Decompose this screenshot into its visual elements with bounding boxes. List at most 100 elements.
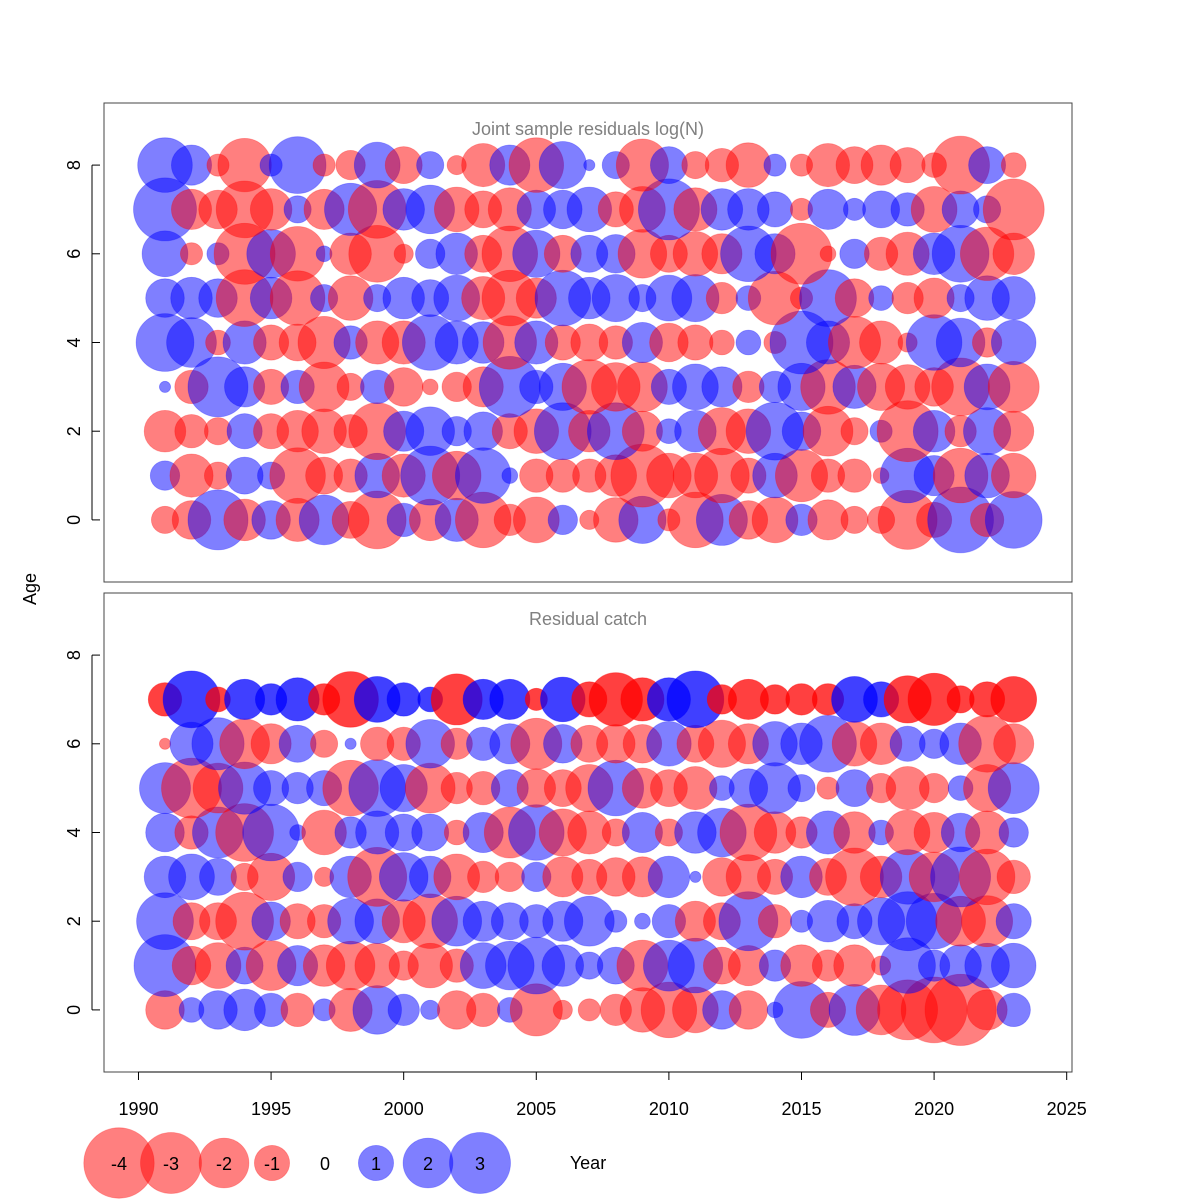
- bubble-age7-year2000: [386, 682, 421, 717]
- legend-bubble: [449, 1132, 511, 1194]
- bubble-age8-year1992: [170, 144, 212, 186]
- y-axis: 0 2 4 6 8: [64, 160, 100, 525]
- bubble-age8-year2014: [763, 153, 787, 177]
- bubble-age1-year2023: [991, 942, 1037, 989]
- legend-label: -3: [163, 1154, 179, 1174]
- bubble-age3-year2010: [647, 855, 691, 899]
- bubbles: [133, 135, 1045, 554]
- legend-bubble: [198, 1137, 250, 1189]
- legend-label: 0: [320, 1154, 330, 1174]
- bubble-age4-year2001: [411, 813, 450, 852]
- bubble-age4-year2011: [677, 324, 714, 361]
- y-tick-label: 4: [64, 827, 84, 837]
- panel-frame: [103, 102, 1073, 583]
- y-tick-label: 2: [64, 426, 84, 436]
- y-tick-label: 8: [64, 160, 84, 170]
- bubble-age3-year2001: [421, 378, 439, 396]
- bubble-age3-year2003: [467, 860, 500, 894]
- bubble-age4-year2018: [859, 320, 904, 365]
- bubble-age8-year2007: [583, 159, 596, 172]
- x-axis-label: Year: [570, 1153, 606, 1173]
- y-tick-label: 6: [64, 739, 84, 749]
- bubble-age8-year1997: [312, 153, 336, 177]
- x-tick-label: 1995: [251, 1099, 291, 1119]
- bubble-age4-year2023: [991, 319, 1037, 366]
- bubble-age3-year1991: [158, 380, 171, 393]
- bubble-age4-year2023: [998, 817, 1029, 848]
- bubble-age7-year2014: [759, 684, 791, 715]
- bubble-age8-year2001: [416, 151, 445, 180]
- bubble-age1-year2017: [833, 944, 876, 987]
- bubble-age2-year2009: [634, 912, 651, 930]
- panel-2: Residual catch 0 2 4 6 8: [64, 592, 1073, 1073]
- bubble-age0-year2017: [840, 505, 869, 534]
- bubble-age7-year2004: [489, 678, 531, 720]
- legend-label: 3: [475, 1154, 485, 1174]
- legend-bubble: [357, 1145, 394, 1182]
- bubble-age4-year2013: [735, 329, 762, 356]
- bubble-age0-year2000: [387, 993, 420, 1027]
- bubble-age0-year2007: [577, 998, 601, 1022]
- bubble-age6-year2023: [993, 723, 1035, 765]
- y-tick-label: 6: [64, 249, 84, 259]
- y-tick-label: 4: [64, 337, 84, 347]
- bubble-age5-year2012: [705, 281, 739, 315]
- bubble-age8-year2019: [889, 147, 926, 184]
- bubble-age1-year2004: [501, 467, 519, 484]
- bubble-age0-year2001: [420, 999, 441, 1020]
- bubble-age2-year2023: [993, 410, 1035, 452]
- bubble-age7-year2016: [807, 188, 849, 230]
- bubble-age0-year2023: [984, 491, 1043, 549]
- bubble-age0-year2003: [466, 992, 501, 1028]
- x-tick-label: 2005: [516, 1099, 556, 1119]
- y-axis: 0 2 4 6 8: [64, 650, 100, 1015]
- bubble-age0-year2006: [547, 504, 578, 536]
- bubble-age5-year2018: [868, 285, 894, 311]
- y-tick-label: 2: [64, 916, 84, 926]
- legend-label: -2: [216, 1154, 232, 1174]
- legend-label: -4: [111, 1154, 127, 1174]
- bubble-age3-year2011: [689, 870, 702, 883]
- bubble-age3-year2023: [996, 859, 1031, 895]
- bubble-age0-year2023: [996, 992, 1031, 1028]
- bubble-age1-year2023: [991, 452, 1037, 499]
- bubble-age5-year2015: [787, 774, 816, 803]
- bubble-age7-year2014: [757, 191, 794, 228]
- legend-label: -1: [264, 1154, 280, 1174]
- bubble-age0-year2006: [552, 999, 573, 1020]
- x-tick-label: 2000: [384, 1099, 424, 1119]
- bubble-age6-year2000: [393, 243, 414, 264]
- bubble-age6-year1991: [158, 737, 171, 750]
- bubble-age8-year2023: [1000, 152, 1027, 178]
- panel-1: Joint sample residuals log(N) 0 2 4 6 8: [64, 102, 1073, 583]
- bubble-age6-year1992: [179, 242, 203, 266]
- x-tick-label: 2020: [914, 1099, 954, 1119]
- y-tick-label: 0: [64, 515, 84, 525]
- bubble-age0-year1996: [280, 992, 315, 1028]
- y-tick-label: 0: [64, 1005, 84, 1015]
- bubble-age2-year2008: [604, 909, 628, 933]
- panel-title: Residual catch: [529, 609, 647, 629]
- legend-bubble: [253, 1145, 290, 1182]
- legend-label: 2: [423, 1154, 433, 1174]
- bubbles: [133, 670, 1040, 1046]
- x-tick-label: 2010: [649, 1099, 689, 1119]
- panel-title: Joint sample residuals log(N): [472, 119, 704, 139]
- bubble-age3-year2000: [384, 367, 424, 407]
- bubble-age3-year2004: [494, 861, 525, 893]
- y-axis-label: Age: [20, 573, 40, 605]
- x-tick-label: 2025: [1047, 1099, 1087, 1119]
- bubble-age8-year2022: [968, 146, 1006, 185]
- x-tick-label: 2015: [781, 1099, 821, 1119]
- bubble-age0-year2013: [728, 990, 769, 1030]
- bubble-age6-year2016: [819, 245, 837, 263]
- bubble-age3-year1996: [282, 861, 313, 893]
- x-tick-label: 1990: [118, 1099, 158, 1119]
- bubble-age4-year2012: [709, 329, 735, 356]
- bubble-age5-year2023: [991, 276, 1036, 321]
- bubble-age2-year2023: [995, 903, 1032, 940]
- bubble-age1-year2017: [837, 458, 872, 493]
- bubble-age8-year2006: [538, 141, 587, 190]
- x-axis: 1990 1995 2000 2005 2010 2015 2020 2025: [118, 1071, 1087, 1119]
